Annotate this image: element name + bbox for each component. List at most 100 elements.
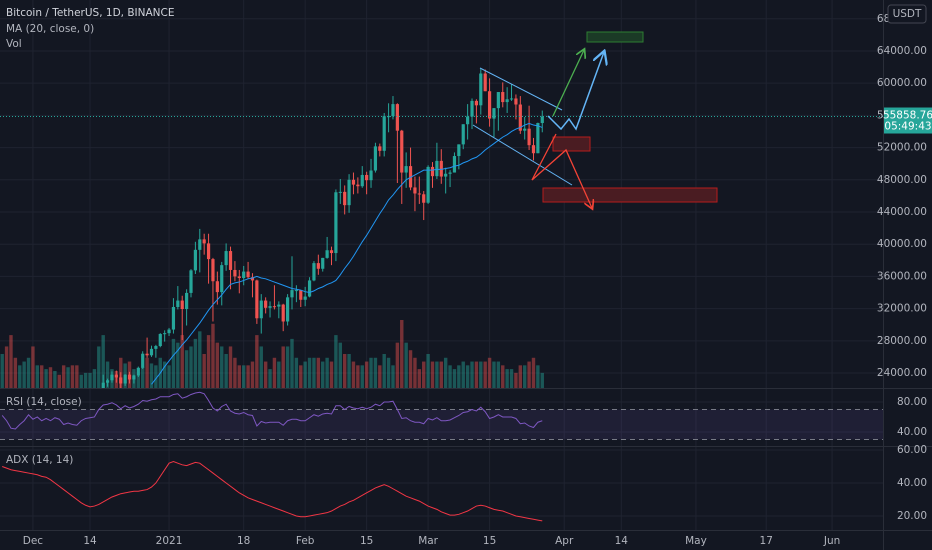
y-tick-label: 64000.00 [877, 45, 927, 57]
channel-bottom [472, 124, 573, 186]
volume-bar [40, 365, 44, 388]
candle-body [114, 374, 118, 378]
volume-bar [145, 357, 149, 388]
volume-bar [246, 365, 250, 388]
y-tick-label: 24000.00 [877, 367, 927, 379]
volume-bar [307, 357, 312, 388]
candle-body [294, 290, 298, 292]
volume-bar [369, 357, 373, 388]
volume-bar [487, 357, 492, 388]
candle-body [316, 263, 320, 269]
candle-body [290, 290, 294, 298]
adx-pane [2, 460, 543, 522]
candle-body [356, 184, 360, 187]
candle-body [369, 170, 373, 181]
axes: Dec 14 2021 18 Feb 15 Mar 15 Apr 14 May 17 Jun 24000.… [23, 13, 932, 547]
volume-bar [193, 338, 198, 388]
candle-body [224, 251, 228, 266]
price-pane [0, 68, 883, 388]
candle-body [255, 280, 259, 319]
volume-bar [356, 365, 360, 388]
volume-bar [312, 357, 316, 388]
volume-bar [44, 369, 48, 388]
volume-bar [233, 357, 237, 388]
y-tick-label: 32000.00 [877, 303, 927, 315]
symbol-title: Bitcoin / TetherUS, 1D, BINANCE [6, 7, 174, 19]
candle-body [119, 377, 123, 384]
candle-body [483, 73, 487, 92]
volume-bar [149, 363, 154, 388]
drawings [472, 31, 718, 208]
volume-bar [540, 372, 544, 388]
candle-body [101, 382, 105, 388]
indicator-line [1, 391, 543, 430]
volume-bar [202, 354, 206, 388]
volume-bar [492, 361, 496, 388]
volume-bar [531, 357, 536, 388]
volume-bar [443, 357, 448, 388]
volume-bar [413, 357, 417, 388]
volume-bar [228, 346, 233, 388]
candle-body [237, 276, 241, 279]
candle-body [193, 249, 197, 271]
candle-body [444, 173, 448, 177]
volume-bar [514, 372, 518, 388]
candle-body [228, 251, 233, 270]
y-tick-label: 60000.00 [877, 77, 927, 89]
volume-bar [75, 365, 79, 388]
volume-bar [338, 342, 342, 388]
volume-bar [364, 361, 369, 388]
grid [0, 0, 883, 530]
volume-bar [404, 342, 408, 388]
candle-body [404, 166, 408, 173]
candle-body [496, 92, 500, 109]
volume-bar [479, 361, 483, 388]
candle-body [505, 99, 509, 103]
candle-body [242, 271, 246, 279]
volume-bar [417, 369, 422, 388]
candle-body [338, 191, 342, 193]
candle-body [264, 300, 268, 308]
volume-bar [263, 361, 268, 388]
volume-bar [351, 361, 356, 388]
volume-bar [53, 371, 57, 388]
volume-bar [505, 369, 509, 388]
volume-bar [97, 346, 101, 388]
volume-bar [259, 346, 263, 388]
volume-bar [92, 369, 97, 388]
candle-body [492, 108, 496, 119]
y-tick-label: 40.00 [897, 426, 927, 438]
volume-bar [373, 357, 378, 388]
volume-bar [452, 369, 457, 388]
x-tick-label: Feb [296, 535, 315, 547]
volume-bar [483, 361, 487, 388]
candle-body [426, 166, 430, 203]
volume-bar [474, 361, 479, 388]
volume-bar [18, 365, 22, 388]
volume-bar [70, 365, 75, 388]
currency-button[interactable] [887, 4, 927, 24]
volume-bar [378, 365, 382, 388]
arrow [531, 133, 592, 208]
candle-body [527, 128, 531, 146]
volume-bar [523, 365, 527, 388]
adx-legend: ADX (14, 14) [6, 454, 73, 466]
volume-bar [391, 365, 395, 388]
y-tick-label: 40.00 [897, 477, 927, 489]
candle-body [136, 367, 140, 376]
y-tick-label: 52000.00 [877, 142, 927, 154]
volume-bar [527, 361, 531, 388]
volume-bar [470, 361, 474, 388]
y-tick-label: 80.00 [897, 396, 927, 408]
currency[interactable]: USDT [893, 8, 922, 20]
candle-body [435, 160, 439, 177]
candle-body [479, 73, 483, 106]
target-box [586, 31, 644, 43]
volume-bar [4, 346, 9, 388]
volume-bar [215, 342, 220, 388]
x-tick-label: 17 [760, 535, 773, 547]
volume-bar [400, 320, 404, 388]
y-tick-label: 40000.00 [877, 238, 927, 250]
candle-body [413, 187, 417, 194]
